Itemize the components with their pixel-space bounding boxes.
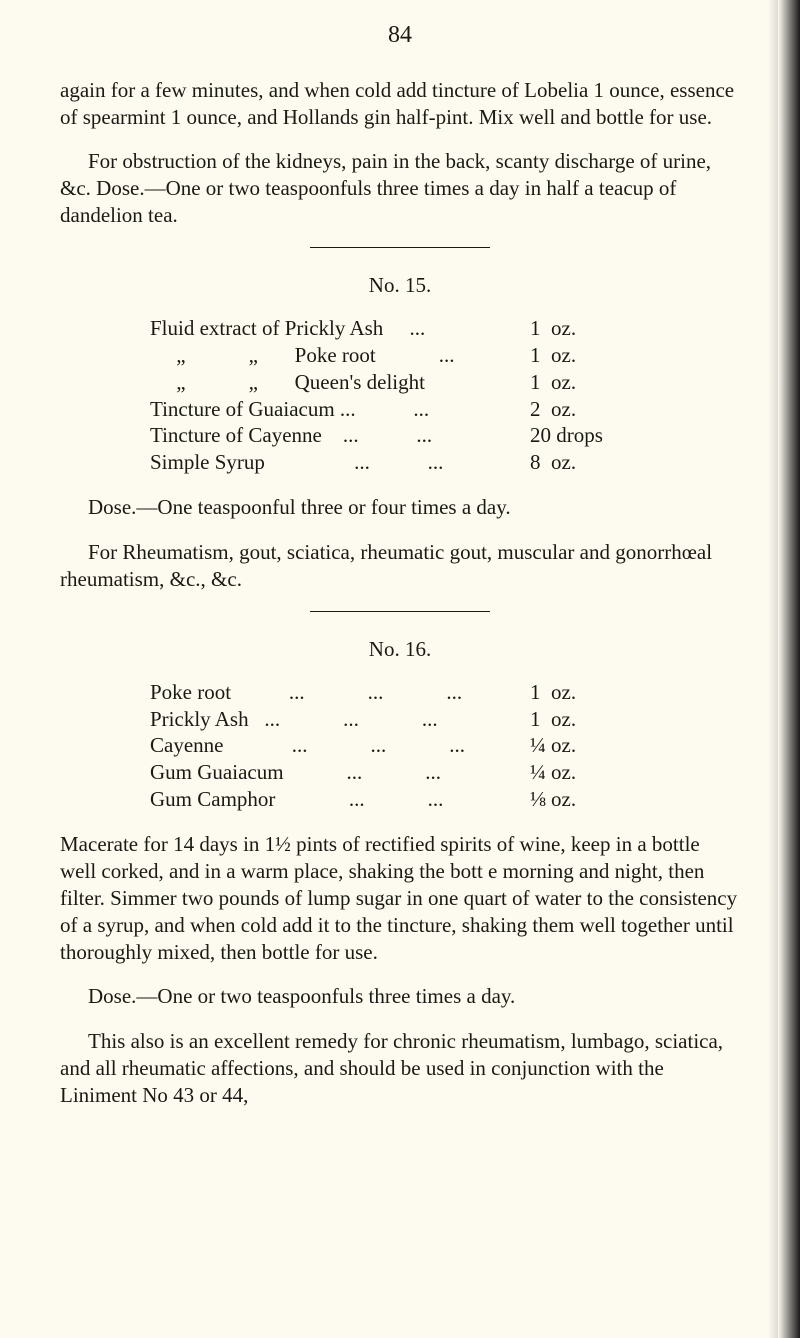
ingredient-amount: 1 oz. [530, 706, 576, 733]
ingredient-name: Gum Camphor ... ... [150, 786, 530, 813]
ingredient-amount: 1 oz. [530, 315, 576, 342]
ingredient-name: Fluid extract of Prickly Ash ... [150, 315, 530, 342]
intro-paragraph-1: again for a few minutes, and when cold a… [60, 77, 740, 131]
recipe-16-title: No. 16. [60, 636, 740, 663]
recipe-15-title: No. 15. [60, 272, 740, 299]
recipe-16-dose: Dose.—One or two teaspoonfuls three time… [60, 983, 740, 1010]
page-shadow [778, 0, 800, 1338]
recipe-row: Gum Camphor ... ... ⅛ oz. [150, 786, 740, 813]
recipe-15-note-text: For Rheumatism, gout, sciatica, rheumati… [60, 540, 712, 591]
intro-paragraph-2-text: For obstruction of the kidneys, pain in … [60, 149, 711, 227]
ingredient-name: Prickly Ash ... ... ... [150, 706, 530, 733]
recipe-15-dose: Dose.—One teaspoonful three or four time… [60, 494, 740, 521]
recipe-row: Poke root ... ... ... 1 oz. [150, 679, 740, 706]
recipe-row: Fluid extract of Prickly Ash ... 1 oz. [150, 315, 740, 342]
recipe-row: Cayenne ... ... ... ¼ oz. [150, 732, 740, 759]
recipe-16-table: Poke root ... ... ... 1 oz. Prickly Ash … [150, 679, 740, 813]
recipe-15-dose-text: Dose.—One teaspoonful three or four time… [88, 495, 511, 519]
page-content: 84 again for a few minutes, and when col… [60, 20, 740, 1127]
recipe-row: Prickly Ash ... ... ... 1 oz. [150, 706, 740, 733]
ingredient-name: Poke root ... ... ... [150, 679, 530, 706]
section-divider [310, 247, 490, 248]
ingredient-amount: 1 oz. [530, 679, 576, 706]
ingredient-name: Simple Syrup ... ... [150, 449, 530, 476]
ingredient-amount: ¼ oz. [530, 759, 576, 786]
ingredient-amount: 20 drops [530, 422, 603, 449]
section-divider [310, 611, 490, 612]
recipe-row: „ „ Queen's delight 1 oz. [150, 369, 740, 396]
ingredient-name: „ „ Queen's delight [150, 369, 530, 396]
recipe-16-note-text: This also is an excellent remedy for chr… [60, 1029, 723, 1107]
ingredient-name: Cayenne ... ... ... [150, 732, 530, 759]
recipe-row: Tincture of Cayenne ... ... 20 drops [150, 422, 740, 449]
ingredient-amount: 1 oz. [530, 369, 576, 396]
ingredient-name: Gum Guaiacum ... ... [150, 759, 530, 786]
recipe-16-note: This also is an excellent remedy for chr… [60, 1028, 740, 1109]
ingredient-amount: 2 oz. [530, 396, 576, 423]
recipe-16-dose-text: Dose.—One or two teaspoonfuls three time… [88, 984, 515, 1008]
recipe-15-table: Fluid extract of Prickly Ash ... 1 oz. „… [150, 315, 740, 476]
ingredient-name: Tincture of Cayenne ... ... [150, 422, 530, 449]
page-shadow-inner [768, 0, 778, 1338]
recipe-row: Tincture of Guaiacum ... ... 2 oz. [150, 396, 740, 423]
recipe-15-note: For Rheumatism, gout, sciatica, rheumati… [60, 539, 740, 593]
recipe-row: Simple Syrup ... ... 8 oz. [150, 449, 740, 476]
ingredient-amount: ¼ oz. [530, 732, 576, 759]
recipe-row: Gum Guaiacum ... ... ¼ oz. [150, 759, 740, 786]
ingredient-name: „ „ Poke root ... [150, 342, 530, 369]
ingredient-amount: ⅛ oz. [530, 786, 576, 813]
page-number: 84 [60, 20, 740, 51]
intro-paragraph-2: For obstruction of the kidneys, pain in … [60, 148, 740, 229]
ingredient-name: Tincture of Guaiacum ... ... [150, 396, 530, 423]
ingredient-amount: 8 oz. [530, 449, 576, 476]
recipe-16-instructions: Macerate for 14 days in 1½ pints of rect… [60, 831, 740, 965]
recipe-row: „ „ Poke root ... 1 oz. [150, 342, 740, 369]
ingredient-amount: 1 oz. [530, 342, 576, 369]
